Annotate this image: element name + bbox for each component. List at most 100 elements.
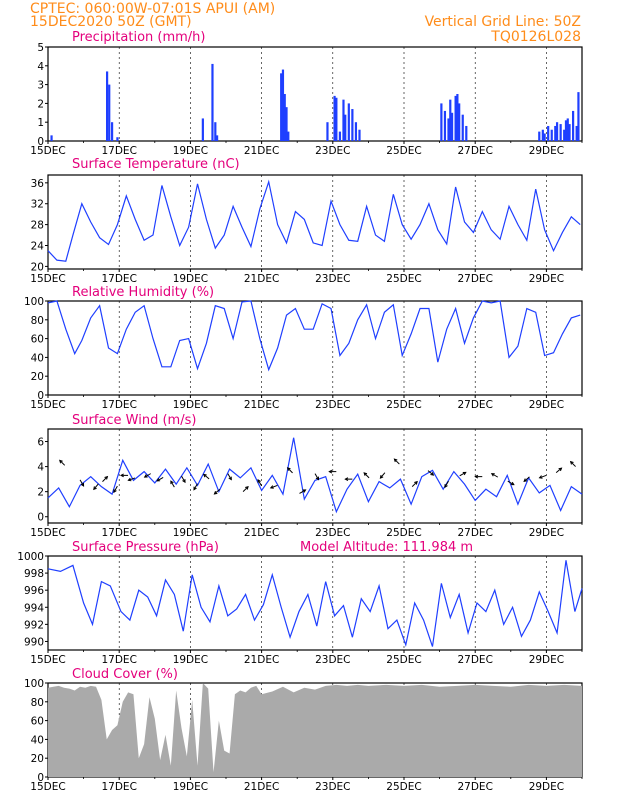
y-tick-label: 24	[31, 241, 45, 253]
y-tick-label: 5	[37, 42, 44, 54]
wind-arrow	[269, 484, 278, 489]
x-tick-label: 21DEC	[244, 527, 279, 539]
precip-bar	[326, 122, 329, 141]
wind-arrow	[490, 473, 499, 478]
precip-bar	[280, 73, 283, 141]
wind-arrow	[59, 459, 66, 466]
x-tick-label: 21DEC	[244, 145, 279, 157]
precip-bar	[447, 118, 450, 141]
wind-arrow	[569, 460, 576, 467]
wind-arrow	[299, 489, 307, 494]
x-tick-label: 17DEC	[101, 145, 136, 157]
x-tick-label: 27DEC	[457, 654, 492, 666]
y-tick-label: 80	[31, 315, 44, 327]
wind-arrow	[474, 474, 483, 479]
y-tick-label: 40	[31, 352, 44, 364]
precip-bar	[554, 125, 557, 141]
y-tick-label: 994	[24, 602, 44, 614]
x-tick-label: 17DEC	[101, 654, 136, 666]
wind-arrow	[344, 477, 353, 482]
header-grid-line: Vertical Grid Line: 50Z	[425, 14, 581, 30]
wind-arrow	[242, 485, 249, 492]
wind-arrow	[227, 473, 232, 481]
y-tick-label: 0	[37, 390, 44, 402]
pressure-altitude-note: Model Altitude: 111.984 m	[300, 540, 473, 555]
x-tick-label: 29DEC	[529, 654, 564, 666]
cloud-cover-panel: Cloud Cover (%) 15DEC 17DEC 19DEC 21DEC 23DE…	[24, 667, 583, 793]
wind-arrow	[113, 485, 118, 494]
y-tick-label: 40	[31, 734, 44, 746]
precip-bar	[443, 110, 447, 141]
cloud-cover-title: Cloud Cover (%)	[72, 667, 178, 682]
x-tick-label: 29DEC	[529, 145, 564, 157]
precip-bar	[347, 103, 350, 141]
wind-arrow	[555, 467, 563, 473]
precip-bar	[354, 122, 358, 141]
series-line	[47, 560, 583, 648]
precip-bar	[211, 63, 214, 141]
y-tick-label: 996	[24, 585, 44, 597]
wind-arrow	[459, 471, 467, 477]
wind-arrow	[328, 469, 337, 474]
precip-bar	[454, 95, 457, 141]
y-tick-label: 100	[24, 678, 44, 690]
x-tick-label: 15DEC	[30, 273, 65, 285]
x-tick-label: 23DEC	[315, 273, 350, 285]
y-tick-label: 28	[31, 220, 44, 232]
precip-bar	[547, 125, 550, 141]
precip-bar	[338, 131, 342, 141]
header-model-code: TQ0126L028	[490, 29, 581, 45]
series-line	[47, 437, 583, 514]
x-tick-label: 17DEC	[101, 399, 136, 411]
y-tick-label: 80	[31, 697, 44, 709]
y-tick-label: 100	[24, 296, 44, 308]
precip-bar	[50, 135, 53, 141]
wind-panel: Surface Wind (m/s) 15DEC 17DEC 19DEC 21DEC 2…	[30, 413, 583, 539]
y-tick-label: 2	[37, 487, 44, 499]
precip-bar	[333, 95, 336, 141]
x-tick-label: 23DEC	[315, 527, 350, 539]
wind-arrow	[213, 489, 221, 495]
precip-bar	[568, 124, 571, 141]
precip-bar	[550, 129, 553, 141]
precip-bar	[283, 94, 286, 141]
precip-bar	[564, 120, 568, 141]
wind-arrow	[156, 476, 164, 482]
pressure-title: Surface Pressure (hPa)	[72, 540, 219, 555]
wind-arrow	[143, 473, 151, 478]
x-tick-label: 23DEC	[315, 399, 350, 411]
pressure-panel: Surface Pressure (hPa) Model Altitude: 1…	[17, 540, 583, 666]
x-tick-label: 25DEC	[386, 654, 421, 666]
wind-arrow	[93, 483, 99, 491]
precip-bar	[566, 118, 569, 141]
y-tick-label: 3	[37, 80, 44, 92]
precip-bar	[577, 92, 580, 141]
precip-bar	[449, 99, 452, 141]
x-tick-label: 27DEC	[457, 781, 492, 793]
precip-bar	[461, 114, 464, 141]
y-tick-label: 0	[37, 512, 44, 524]
y-tick-label: 1000	[17, 551, 44, 563]
x-tick-label: 27DEC	[457, 399, 492, 411]
precip-bar	[575, 125, 578, 141]
y-tick-label: 32	[31, 199, 44, 211]
humidity-panel: Relative Humidity (%) 15DEC 17DEC 19DEC 21D…	[24, 285, 583, 411]
wind-arrow	[127, 477, 136, 482]
x-tick-label: 23DEC	[315, 781, 350, 793]
precip-bar	[287, 131, 290, 141]
precip-bar	[458, 103, 461, 141]
temperature-panel: Surface Temperature (nC) 15DEC 17DEC 19DEC…	[30, 157, 583, 285]
y-tick-label: 1	[37, 117, 44, 129]
x-tick-label: 15DEC	[30, 527, 65, 539]
y-tick-label: 6	[37, 437, 44, 449]
precip-bar	[214, 122, 217, 141]
wind-arrow	[393, 458, 400, 465]
wind-arrow	[427, 470, 435, 476]
x-tick-label: 17DEC	[101, 273, 136, 285]
wind-arrow	[538, 474, 547, 479]
x-tick-label: 25DEC	[386, 399, 421, 411]
x-tick-label: 19DEC	[173, 145, 208, 157]
x-tick-label: 17DEC	[101, 527, 136, 539]
humidity-title: Relative Humidity (%)	[72, 285, 214, 300]
